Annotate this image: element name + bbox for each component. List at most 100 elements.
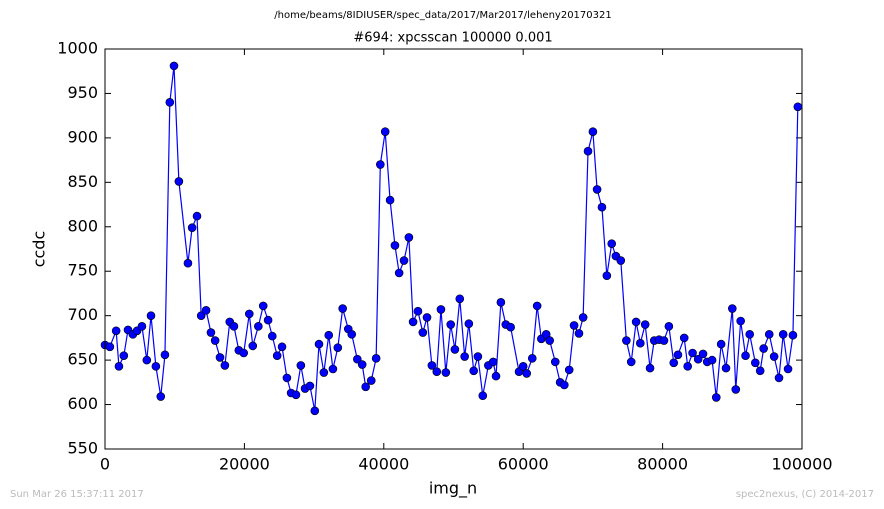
data-point xyxy=(631,317,641,327)
data-point xyxy=(736,316,745,326)
y-axis-label: ccdc xyxy=(30,231,49,268)
data-point xyxy=(206,328,216,337)
data-point xyxy=(518,362,528,371)
data-point xyxy=(491,371,501,381)
data-point xyxy=(357,360,367,369)
data-point xyxy=(244,309,254,319)
data-point xyxy=(755,366,765,376)
data-point xyxy=(592,185,602,194)
data-point xyxy=(574,329,584,338)
data-point xyxy=(394,268,404,278)
y-tick-label: 950 xyxy=(67,83,98,102)
x-tick-label: 80000 xyxy=(637,455,688,474)
data-point xyxy=(160,350,170,360)
data-point xyxy=(432,367,442,376)
data-point xyxy=(645,363,655,373)
data-point xyxy=(314,339,324,349)
data-point xyxy=(380,127,390,136)
data-point xyxy=(239,348,249,358)
data-point xyxy=(142,355,152,365)
data-point xyxy=(248,341,258,351)
data-point xyxy=(436,305,446,314)
data-point xyxy=(413,306,423,316)
data-point xyxy=(527,354,537,363)
data-point xyxy=(488,357,498,367)
data-point xyxy=(774,373,784,383)
data-point xyxy=(588,127,598,136)
data-point xyxy=(727,304,737,313)
data-point xyxy=(201,306,211,315)
data-point xyxy=(338,304,347,313)
data-point xyxy=(688,348,697,358)
y-tick-label: 700 xyxy=(67,305,98,324)
x-tick-label: 40000 xyxy=(358,455,409,474)
data-point xyxy=(296,361,306,370)
data-point xyxy=(282,373,292,383)
data-point xyxy=(764,330,774,339)
data-point xyxy=(679,333,689,343)
data-point xyxy=(114,362,124,371)
data-point xyxy=(146,311,156,320)
data-point xyxy=(560,380,569,390)
y-tick-label: 800 xyxy=(67,216,98,235)
y-tick-label: 650 xyxy=(67,350,98,369)
data-point xyxy=(751,358,760,368)
data-point xyxy=(215,353,225,362)
data-point xyxy=(597,202,607,212)
data-point xyxy=(622,336,631,345)
data-point xyxy=(469,366,479,376)
data-point xyxy=(455,294,465,304)
data-point xyxy=(174,177,184,186)
data-point xyxy=(361,382,370,392)
data-point xyxy=(464,319,474,328)
data-point xyxy=(532,301,542,311)
data-point xyxy=(169,61,179,71)
data-point xyxy=(741,351,750,360)
data-point xyxy=(366,376,376,385)
data-point xyxy=(788,330,798,340)
data-point xyxy=(707,355,717,365)
data-point xyxy=(664,322,674,331)
data-point xyxy=(441,368,451,377)
x-tick-label: 100000 xyxy=(771,455,832,474)
data-point xyxy=(192,211,202,221)
data-point xyxy=(783,364,793,374)
data-point xyxy=(478,391,488,400)
data-point xyxy=(399,256,409,265)
data-point xyxy=(583,146,593,156)
data-point xyxy=(277,342,287,352)
data-point xyxy=(272,351,282,360)
data-point xyxy=(669,358,679,368)
footer-right: spec2nexus, (C) 2014-2017 xyxy=(736,489,874,500)
data-point xyxy=(745,330,755,339)
data-point xyxy=(616,256,626,265)
data-point xyxy=(716,339,726,349)
x-axis-label: img_n xyxy=(429,479,477,499)
data-point xyxy=(731,385,741,394)
data-point xyxy=(569,321,579,330)
data-point xyxy=(156,392,166,401)
data-point xyxy=(778,330,788,339)
data-point xyxy=(371,354,381,363)
plot-frame xyxy=(104,48,803,450)
x-tick-label: 60000 xyxy=(498,455,549,474)
data-point xyxy=(210,336,220,345)
data-point xyxy=(473,352,483,361)
y-tick-label: 1000 xyxy=(57,39,98,58)
data-point xyxy=(220,361,230,370)
data-point xyxy=(659,336,669,345)
data-point xyxy=(258,301,268,311)
data-point xyxy=(291,390,301,400)
data-point xyxy=(693,354,703,364)
data-point xyxy=(635,338,645,348)
data-point xyxy=(151,362,161,371)
data-point xyxy=(376,160,385,169)
data-point xyxy=(333,343,343,352)
data-point xyxy=(450,345,460,354)
data-point xyxy=(263,315,273,325)
data-point xyxy=(353,354,362,364)
data-point xyxy=(267,331,277,341)
data-point xyxy=(183,258,193,268)
data-point xyxy=(310,406,320,416)
